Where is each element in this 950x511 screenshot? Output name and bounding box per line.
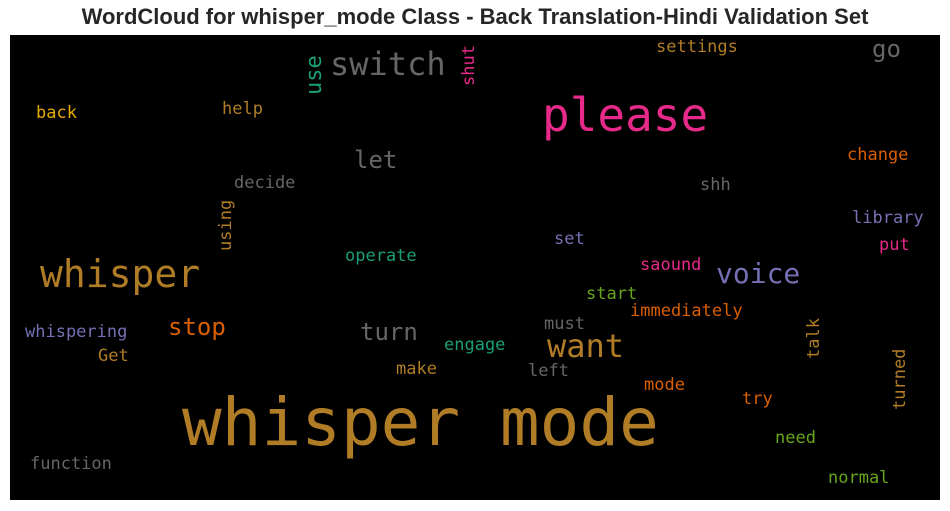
wordcloud-word: want	[547, 327, 625, 365]
wordcloud-word: turn	[360, 318, 418, 346]
wordcloud-word: need	[775, 428, 816, 448]
wordcloud-word: turned	[890, 348, 910, 410]
wordcloud-word: help	[222, 99, 263, 119]
wordcloud-word: Get	[98, 346, 129, 366]
wordcloud-word: whisper mode	[182, 384, 659, 461]
wordcloud-word: operate	[345, 246, 417, 266]
wordcloud-word: settings	[656, 37, 738, 57]
wordcloud-word: saound	[640, 255, 702, 275]
wordcloud-word: decide	[234, 173, 296, 193]
wordcloud-word: engage	[444, 335, 506, 355]
wordcloud-word: please	[542, 88, 709, 142]
wordcloud-word: let	[354, 146, 398, 174]
wordcloud-word: use	[302, 55, 327, 95]
wordcloud-word: shut	[459, 45, 479, 86]
wordcloud-word: put	[879, 235, 910, 255]
wordcloud-word: go	[872, 35, 901, 63]
wordcloud-word: mode	[644, 375, 685, 395]
wordcloud-word: whisper	[40, 252, 201, 296]
chart-title: WordCloud for whisper_mode Class - Back …	[81, 4, 869, 29]
wordcloud-word: try	[742, 389, 773, 409]
wordcloud-word: back	[36, 103, 77, 123]
wordcloud-word: make	[396, 359, 437, 379]
wordcloud-word: left	[528, 361, 569, 381]
wordcloud-word: start	[586, 284, 638, 304]
wordcloud-word: using	[216, 199, 236, 251]
wordcloud-word: must	[544, 314, 585, 334]
wordcloud-word: voice	[716, 257, 801, 290]
wordcloud-word: switch	[330, 45, 446, 83]
wordcloud-word: talk	[804, 318, 824, 359]
wordcloud-word: stop	[168, 313, 226, 341]
wordcloud-word: function	[30, 454, 112, 474]
wordcloud-word: whispering	[25, 322, 128, 342]
wordcloud-canvas: whisper mode please whisper switch want voice…	[10, 35, 940, 500]
wordcloud-word: change	[847, 145, 909, 165]
wordcloud-word: immediately	[630, 301, 743, 321]
wordcloud-word: shh	[700, 175, 731, 195]
wordcloud-word: set	[554, 229, 585, 249]
wordcloud-word: library	[852, 208, 924, 228]
wordcloud-word: normal	[828, 468, 890, 488]
